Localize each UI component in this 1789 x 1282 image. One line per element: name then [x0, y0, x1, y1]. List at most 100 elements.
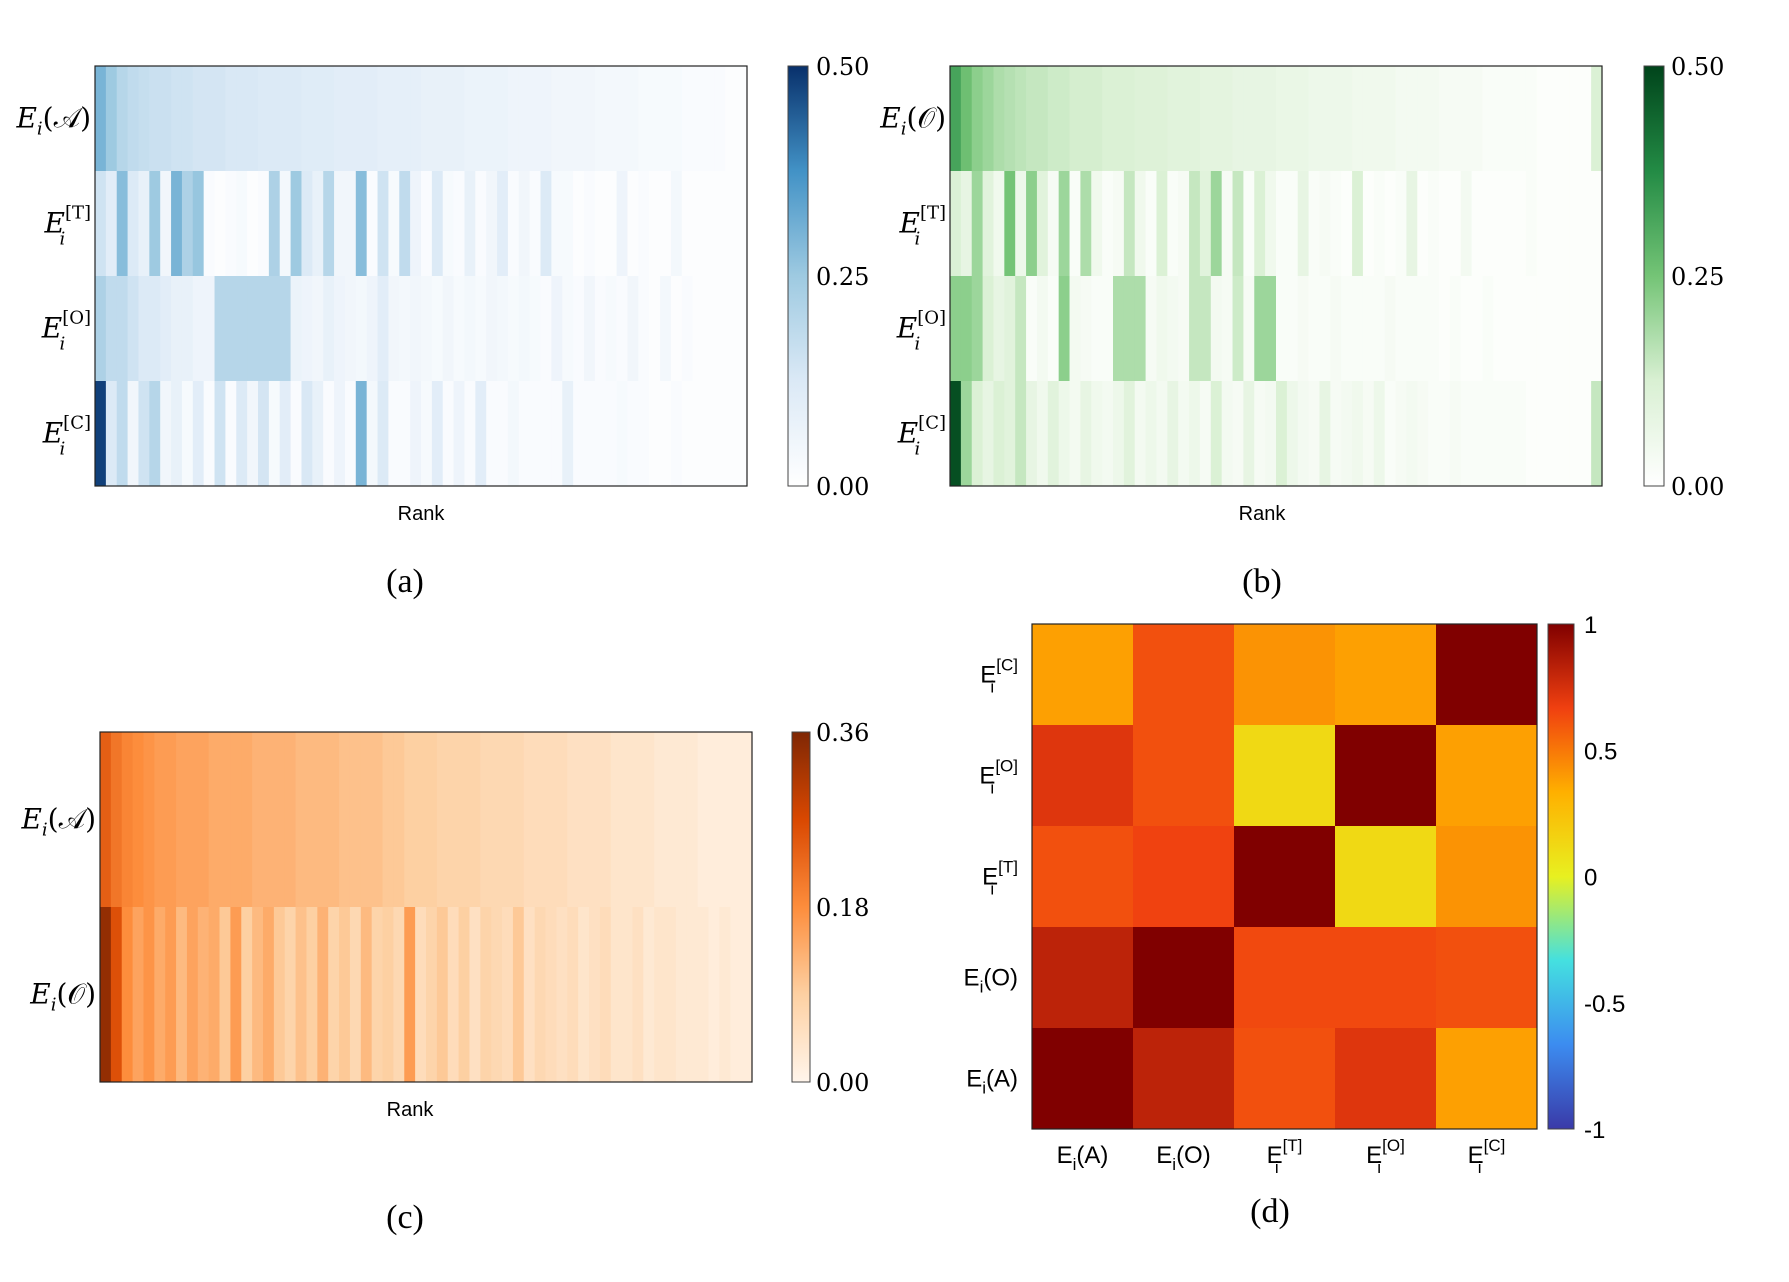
- heatmap-b-cell: [1047, 381, 1060, 487]
- heatmap-b-cell: [960, 171, 973, 277]
- heatmap-b-cell: [1286, 171, 1299, 277]
- heatmap-b-cell: [1091, 66, 1103, 172]
- heatmap-b-cell: [1178, 66, 1190, 172]
- heatmap-a-cell: [160, 171, 172, 277]
- heatmap-b-cell: [1504, 66, 1516, 172]
- heatmap-a-cell: [584, 171, 596, 277]
- colorbar-c-ticks-label: 0.00: [816, 1069, 869, 1097]
- heatmap-a-cell: [594, 276, 607, 382]
- heatmap-a-cell: [562, 381, 574, 487]
- heatmap-b-cell: [1145, 171, 1158, 277]
- heatmap-b-cell: [1471, 66, 1484, 172]
- heatmap-b-cell: [1460, 171, 1473, 277]
- heatmap-b-cell: [1460, 381, 1473, 487]
- heatmap-c-cell: [512, 732, 525, 908]
- heatmap-a-cell: [736, 276, 748, 382]
- heatmap-c-cell: [545, 732, 557, 908]
- heatmap-c-cell: [654, 732, 666, 908]
- heatmap-a-cell: [736, 381, 748, 487]
- heatmap-b-cell: [1036, 66, 1049, 172]
- heatmap-b-cell: [1004, 171, 1016, 277]
- heatmap-a-cell: [334, 276, 346, 382]
- heatmap-a-cell: [247, 276, 259, 382]
- heatmap-a-cell: [344, 381, 357, 487]
- heatmap-c-cell: [121, 732, 134, 908]
- heatmap-a-cell: [160, 66, 172, 172]
- colorbar-b: [1643, 65, 1665, 487]
- heatmap-b-cell: [1439, 381, 1451, 487]
- heatmap-a-cell: [486, 171, 498, 277]
- heatmap-a-cell: [149, 66, 161, 172]
- heatmap-a-cell: [312, 171, 324, 277]
- heatmap-a-cell: [584, 66, 596, 172]
- heatmap-b-cell: [1417, 381, 1429, 487]
- heatmap-a-cell: [127, 171, 140, 277]
- heatmap-a-cell: [518, 381, 531, 487]
- heatmap-c-cell: [219, 732, 231, 908]
- heatmap-b-cell: [1319, 276, 1331, 382]
- colorbar-a-ticks-label: 0.25: [816, 263, 869, 291]
- heatmap-b-cell: [1254, 276, 1266, 382]
- heatmap-b-cell: [1134, 276, 1147, 382]
- heatmap-b-cell: [1243, 171, 1255, 277]
- heatmap-a-cell: [116, 171, 129, 277]
- heatmap-a-cell: [355, 276, 368, 382]
- heatmap-b-cell: [1471, 381, 1484, 487]
- heatmap-b-cell: [1569, 381, 1581, 487]
- heatmap-b-cell: [1428, 66, 1440, 172]
- heatmap-a-cell: [388, 171, 400, 277]
- heatmap-a-xlabel: Rank: [398, 503, 446, 525]
- colorbar-d-ticks-label: -0.5: [1584, 991, 1625, 1018]
- heatmap-a-cell: [725, 171, 737, 277]
- heatmap-b-cell: [1232, 276, 1244, 382]
- heatmap-b-cell: [1036, 171, 1049, 277]
- heatmap-a-cell: [431, 381, 444, 487]
- heatmap-a-cell: [116, 381, 129, 487]
- heatmap-a-cell: [225, 276, 237, 382]
- heatmap-a-cell: [703, 276, 715, 382]
- heatmap-a-cell: [127, 276, 140, 382]
- heatmap-c-cell: [567, 732, 579, 908]
- heatmap-c-cell: [241, 732, 253, 908]
- heatmap-b-cell: [1265, 381, 1277, 487]
- heatmap-b-cell: [1145, 381, 1158, 487]
- heatmap-b-cell: [993, 66, 1005, 172]
- heatmap-a-cell: [703, 171, 715, 277]
- heatmap-c-cell: [491, 732, 503, 908]
- heatmap-c-cell: [534, 907, 547, 1083]
- heatmap-c-cell: [469, 907, 481, 1083]
- heatmap-b-cell: [1189, 381, 1201, 487]
- heatmap-a-cell: [377, 66, 389, 172]
- heatmap-c-cell: [589, 907, 601, 1083]
- heatmap-c-cell: [686, 732, 699, 908]
- heatmap-b-cell: [1547, 276, 1560, 382]
- heatmap-b-cell: [1591, 66, 1603, 172]
- y-tick-label: Ei(A): [966, 1066, 1018, 1098]
- heatmap-c-cell: [578, 732, 590, 908]
- heatmap-a-cell: [486, 381, 498, 487]
- heatmap-b-cell: [1417, 66, 1429, 172]
- heatmap-b-cell: [1515, 381, 1527, 487]
- heatmap-b-cell: [1362, 381, 1375, 487]
- heatmap-b-cell: [1036, 381, 1049, 487]
- panel-a: Ei(𝒜) E[T] i E[O] i E[C] i Rank 0.50 0.25 0.00 (…: [15, 53, 869, 600]
- heatmap-a-cell: [660, 171, 672, 277]
- heatmap-a-cell: [258, 276, 270, 382]
- heatmap-b-cell: [1134, 381, 1147, 487]
- heatmap-b-cell: [1199, 66, 1212, 172]
- row-label: E[T] i: [43, 203, 91, 250]
- heatmap-b-cell: [1113, 276, 1125, 382]
- heatmap-b-cell: [1536, 171, 1549, 277]
- heatmap-c-cell: [697, 732, 710, 908]
- heatmap-a-cell: [214, 381, 226, 487]
- heatmap-c-cell: [273, 907, 286, 1083]
- heatmap-a-cell: [573, 66, 585, 172]
- colorbar-d-ticks-label: 1: [1584, 612, 1597, 639]
- heatmap-a-cell: [649, 276, 661, 382]
- heatmap-b-cell: [1058, 171, 1071, 277]
- heatmap-b-cell: [1113, 171, 1125, 277]
- heatmap-b-cell: [1460, 276, 1473, 382]
- heatmap-b-cell: [1210, 276, 1223, 382]
- heatmap-b-cell: [982, 381, 995, 487]
- heatmap-c-cell: [719, 907, 731, 1083]
